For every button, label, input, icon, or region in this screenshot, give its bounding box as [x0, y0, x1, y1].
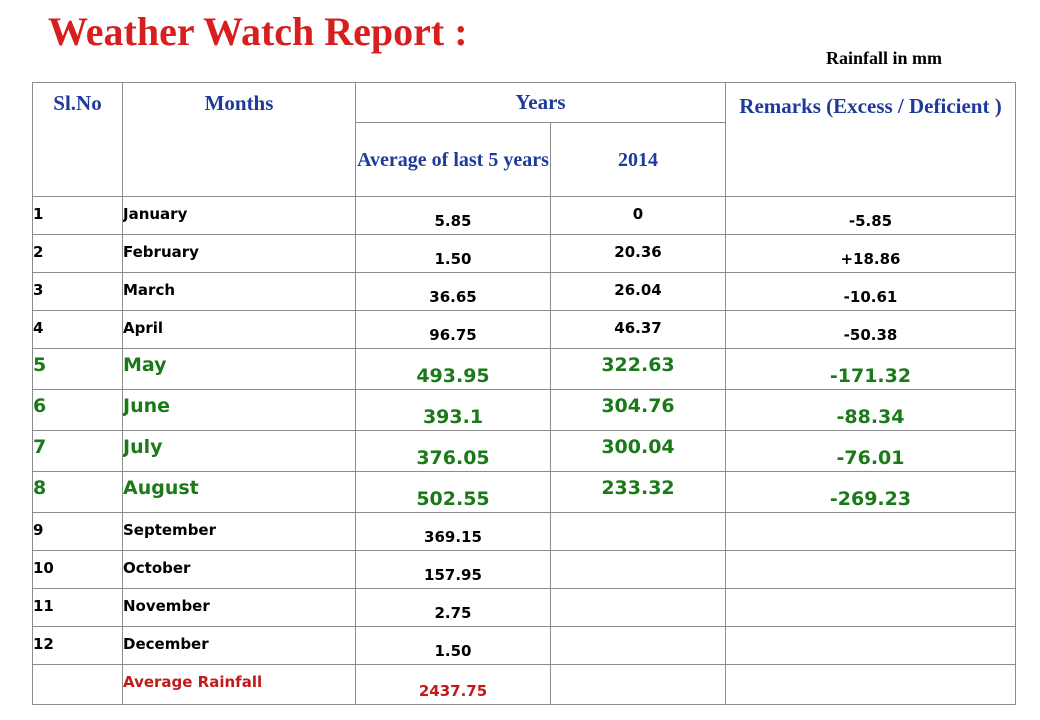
table-row: 11 November 2.75: [32, 588, 1016, 627]
table-row: 8 August 502.55 233.32 -269.23: [32, 471, 1016, 513]
cell-2014: 322.63: [550, 348, 726, 390]
cell-month: August: [122, 471, 356, 513]
cell-slno: 6: [32, 389, 123, 431]
cell-slno: 9: [32, 512, 123, 551]
cell-month: November: [122, 588, 356, 627]
cell-average: 369.15: [355, 512, 551, 551]
cell-slno: 7: [32, 430, 123, 472]
cell-average: 5.85: [355, 196, 551, 235]
cell-2014-empty: [550, 664, 726, 705]
cell-2014: [550, 626, 726, 665]
header-slno: Sl.No: [32, 82, 123, 197]
cell-average: 1.50: [355, 626, 551, 665]
cell-month: January: [122, 196, 356, 235]
report-title: Weather Watch Report :: [48, 9, 468, 54]
cell-remark: +18.86: [725, 234, 1016, 273]
cell-2014: 233.32: [550, 471, 726, 513]
cell-2014: 20.36: [550, 234, 726, 273]
cell-remark: -76.01: [725, 430, 1016, 472]
cell-slno: 11: [32, 588, 123, 627]
table-row: 5 May 493.95 322.63 -171.32: [32, 348, 1016, 390]
table-row: 10 October 157.95: [32, 550, 1016, 589]
unit-note: Rainfall in mm: [826, 48, 943, 68]
header-months: Months: [122, 82, 356, 197]
table-row: 2 February 1.50 20.36 +18.86: [32, 234, 1016, 273]
cell-slno: 5: [32, 348, 123, 390]
cell-remark: [725, 550, 1016, 589]
cell-average: 376.05: [355, 430, 551, 472]
table-row: 7 July 376.05 300.04 -76.01: [32, 430, 1016, 472]
average-rainfall-label: Average Rainfall: [122, 664, 356, 705]
cell-month: July: [122, 430, 356, 472]
cell-2014: 300.04: [550, 430, 726, 472]
cell-remark-empty: [725, 664, 1016, 705]
cell-remark: -5.85: [725, 196, 1016, 235]
average-rainfall-row: Average Rainfall 2437.75: [32, 664, 1016, 705]
header-average-5-years: Average of last 5 years: [355, 122, 551, 197]
cell-2014: 304.76: [550, 389, 726, 431]
cell-remark: -269.23: [725, 471, 1016, 513]
cell-slno-empty: [32, 664, 123, 705]
header-year-2014: 2014: [550, 122, 726, 197]
cell-2014: [550, 588, 726, 627]
table-row: 6 June 393.1 304.76 -88.34: [32, 389, 1016, 431]
cell-month: December: [122, 626, 356, 665]
cell-slno: 12: [32, 626, 123, 665]
cell-month: September: [122, 512, 356, 551]
cell-month: February: [122, 234, 356, 273]
cell-month: March: [122, 272, 356, 311]
cell-slno: 4: [32, 310, 123, 349]
cell-month: May: [122, 348, 356, 390]
table-row: 9 September 369.15: [32, 512, 1016, 551]
cell-average: 502.55: [355, 471, 551, 513]
table-row: 12 December 1.50: [32, 626, 1016, 665]
cell-2014: 26.04: [550, 272, 726, 311]
table-header: Sl.No Months Years Remarks (Excess / Def…: [32, 82, 1016, 197]
header-years: Years: [355, 82, 726, 123]
cell-slno: 3: [32, 272, 123, 311]
cell-average: 96.75: [355, 310, 551, 349]
cell-average: 1.50: [355, 234, 551, 273]
cell-month: October: [122, 550, 356, 589]
cell-2014: 46.37: [550, 310, 726, 349]
cell-month: June: [122, 389, 356, 431]
cell-average: 2.75: [355, 588, 551, 627]
cell-slno: 2: [32, 234, 123, 273]
cell-month: April: [122, 310, 356, 349]
cell-2014: [550, 512, 726, 551]
header-remarks: Remarks (Excess / Deficient ): [725, 82, 1016, 197]
cell-remark: [725, 588, 1016, 627]
average-rainfall-value: 2437.75: [355, 664, 551, 705]
cell-slno: 10: [32, 550, 123, 589]
cell-slno: 1: [32, 196, 123, 235]
rainfall-table: Sl.No Months Years Remarks (Excess / Def…: [32, 82, 1016, 705]
table-row: 1 January 5.85 0 -5.85: [32, 196, 1016, 235]
cell-remark: [725, 626, 1016, 665]
cell-average: 393.1: [355, 389, 551, 431]
cell-remark: -50.38: [725, 310, 1016, 349]
table-body: 1 January 5.85 0 -5.85 2 February 1.50 2…: [32, 196, 1016, 705]
table-row: 3 March 36.65 26.04 -10.61: [32, 272, 1016, 311]
cell-average: 36.65: [355, 272, 551, 311]
cell-2014: [550, 550, 726, 589]
cell-remark: -10.61: [725, 272, 1016, 311]
cell-remark: -88.34: [725, 389, 1016, 431]
cell-average: 157.95: [355, 550, 551, 589]
cell-remark: -171.32: [725, 348, 1016, 390]
table-row: 4 April 96.75 46.37 -50.38: [32, 310, 1016, 349]
cell-slno: 8: [32, 471, 123, 513]
cell-average: 493.95: [355, 348, 551, 390]
cell-2014: 0: [550, 196, 726, 235]
cell-remark: [725, 512, 1016, 551]
